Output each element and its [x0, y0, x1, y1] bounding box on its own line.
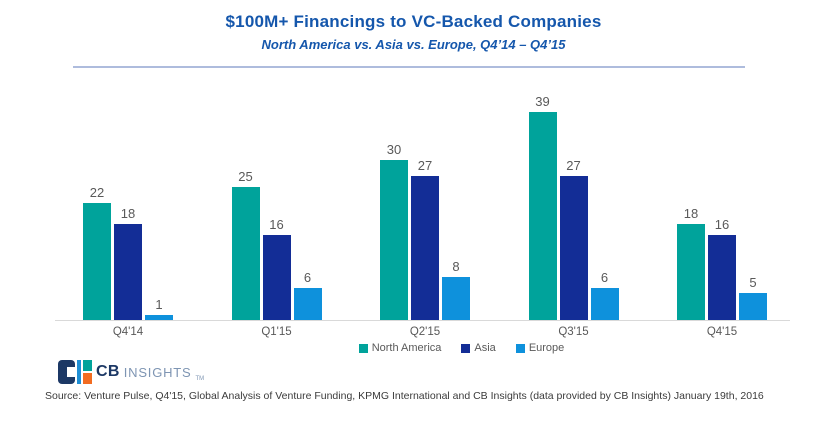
- bar-wrap: 39: [528, 94, 557, 320]
- bar-group-q2-15: 30 27 8: [380, 142, 470, 320]
- x-axis-label: Q4'15: [706, 326, 738, 338]
- bar-value-label: 6: [303, 270, 312, 285]
- bar-group-q4-14: 22 18 1: [83, 185, 173, 320]
- legend-item-asia: Asia: [461, 342, 496, 354]
- bar-wrap: 18: [677, 206, 705, 320]
- header-divider: [73, 66, 745, 68]
- bar-wrap: 18: [114, 206, 142, 320]
- bar-north-america-q3-15: [528, 112, 557, 320]
- bar-value-label: 39: [535, 94, 550, 109]
- cb-insights-logo-icon: [58, 360, 92, 384]
- bar-north-america-q4-14: [83, 203, 111, 320]
- bar-value-label: 16: [269, 217, 284, 232]
- bar-value-label: 30: [386, 142, 402, 157]
- bar-value-label: 5: [749, 275, 757, 290]
- bar-group-q1-15: 25 16 6: [231, 169, 322, 320]
- cb-insights-logo: CB INSIGHTS TM: [58, 359, 827, 385]
- bar-value-label: 27: [417, 158, 433, 173]
- bar-asia-q4-15: [708, 235, 736, 320]
- legend-swatch: [358, 343, 368, 353]
- legend: North America Asia Europe: [48, 342, 827, 354]
- bar-north-america-q4-15: [677, 224, 705, 320]
- bar-wrap: 8: [442, 259, 470, 320]
- bar-wrap: 16: [262, 217, 291, 320]
- logo-tm-text: TM: [195, 376, 205, 382]
- bar-wrap: 1: [145, 297, 173, 320]
- bar-europe-q4-15: [739, 293, 767, 320]
- bar-value-label: 22: [89, 185, 105, 200]
- bar-europe-q3-15: [590, 288, 619, 320]
- legend-item-europe: Europe: [515, 342, 565, 354]
- bar-asia-q3-15: [559, 176, 588, 320]
- bar-wrap: 6: [293, 270, 322, 320]
- logo-insights-text: INSIGHTS: [123, 364, 192, 380]
- x-axis-labels: Q4'14 Q1'15 Q2'15 Q3'15 Q4'15: [55, 321, 790, 338]
- bar-asia-q1-15: [262, 235, 291, 320]
- page-subtitle: North America vs. Asia vs. Europe, Q4’14…: [261, 37, 566, 52]
- legend-label: Europe: [528, 342, 565, 354]
- bar-wrap: 16: [708, 217, 736, 320]
- page-title: $100M+ Financings to VC-Backed Companies: [225, 12, 602, 31]
- bar-wrap: 5: [739, 275, 767, 320]
- chart: 22 18 1 25 16 6 30 27 8 39 27 6 18 16 5 Q4'14 Q1'15 Q2'1…: [55, 88, 790, 338]
- legend-item-north-america: North America: [358, 342, 442, 354]
- bar-wrap: 22: [83, 185, 111, 320]
- bar-europe-q4-14: [145, 315, 173, 320]
- bar-europe-q2-15: [442, 277, 470, 320]
- legend-swatch: [515, 343, 525, 353]
- bar-europe-q1-15: [293, 288, 322, 320]
- bar-value-label: 6: [600, 270, 609, 285]
- bar-value-label: 27: [566, 158, 581, 173]
- legend-swatch: [461, 343, 471, 353]
- x-axis-label: Q3'15: [558, 326, 589, 338]
- bar-wrap: 27: [411, 158, 439, 320]
- bar-north-america-q2-15: [380, 160, 408, 320]
- bar-asia-q2-15: [411, 176, 439, 320]
- bar-wrap: 6: [590, 270, 619, 320]
- x-axis-label: Q4'14: [112, 326, 144, 338]
- source-text: Source: Venture Pulse, Q4'15, Global Ana…: [45, 390, 764, 402]
- bar-value-label: 1: [155, 297, 163, 312]
- bar-value-label: 18: [683, 206, 699, 221]
- bar-asia-q4-14: [114, 224, 142, 320]
- x-axis-label: Q1'15: [261, 326, 292, 338]
- bar-value-label: 16: [714, 217, 730, 232]
- bar-wrap: 25: [231, 169, 260, 320]
- footer: CB INSIGHTS TM Source: Venture Pulse, Q4…: [0, 359, 827, 402]
- bar-wrap: 30: [380, 142, 408, 320]
- legend-label: Asia: [474, 342, 496, 354]
- bar-group-q3-15: 39 27 6: [528, 94, 619, 320]
- bar-group-q4-15: 18 16 5: [677, 206, 767, 320]
- bar-value-label: 8: [452, 259, 460, 274]
- logo-cb-text: CB: [96, 363, 120, 380]
- bar-value-label: 25: [238, 169, 253, 184]
- legend-label: North America: [371, 342, 442, 354]
- bar-wrap: 27: [559, 158, 588, 320]
- bars-area: 22 18 1 25 16 6 30 27 8 39 27 6 18 16 5: [55, 88, 790, 321]
- bar-north-america-q1-15: [231, 187, 260, 320]
- bar-value-label: 18: [120, 206, 136, 221]
- x-axis-label: Q2'15: [409, 326, 441, 338]
